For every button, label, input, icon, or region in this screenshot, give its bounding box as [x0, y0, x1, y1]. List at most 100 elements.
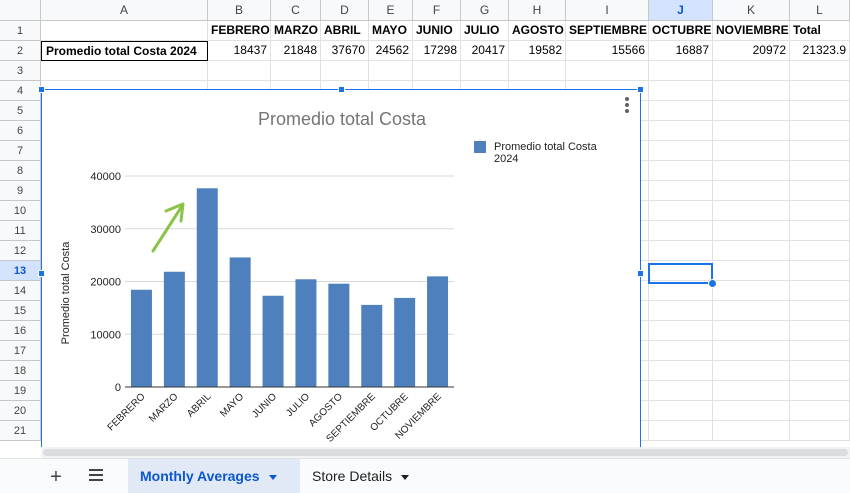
cell[interactable]: OCTUBRE	[649, 21, 713, 41]
row-header[interactable]: 1	[0, 21, 41, 41]
cell[interactable]	[790, 161, 850, 181]
cell[interactable]	[713, 161, 790, 181]
tab-store-details[interactable]: Store Details	[300, 459, 430, 493]
cell[interactable]: JULIO	[461, 21, 509, 41]
cell[interactable]	[649, 401, 713, 421]
resize-handle-left-middle[interactable]	[38, 270, 45, 277]
cell[interactable]	[649, 121, 713, 141]
cell[interactable]: 21848	[271, 41, 321, 61]
cell[interactable]	[713, 361, 790, 381]
column-header[interactable]: K	[713, 0, 790, 21]
cell[interactable]	[713, 281, 790, 301]
cell[interactable]	[713, 421, 790, 441]
row-header[interactable]: 3	[0, 61, 41, 81]
cell[interactable]	[649, 161, 713, 181]
scrollbar-thumb[interactable]	[43, 449, 848, 456]
bar[interactable]	[328, 283, 350, 387]
cell[interactable]	[790, 421, 850, 441]
row-header[interactable]: 12	[0, 241, 41, 261]
bar[interactable]	[427, 276, 449, 387]
cell[interactable]	[790, 221, 850, 241]
cell[interactable]	[649, 221, 713, 241]
row-header[interactable]: 13	[0, 261, 41, 281]
cell[interactable]	[649, 81, 713, 101]
cell[interactable]: ABRIL	[321, 21, 369, 41]
column-header[interactable]: H	[509, 0, 566, 21]
cell[interactable]	[713, 121, 790, 141]
cell[interactable]: 18437	[208, 41, 271, 61]
tab-dropdown-icon[interactable]	[401, 474, 410, 480]
resize-handle-top-right[interactable]	[637, 86, 644, 93]
cell[interactable]	[649, 141, 713, 161]
bar[interactable]	[196, 188, 218, 387]
cell[interactable]	[208, 61, 271, 81]
cell[interactable]	[713, 61, 790, 81]
column-header[interactable]: B	[208, 0, 271, 21]
cell[interactable]: Promedio total Costa 2024	[41, 41, 208, 61]
cell[interactable]	[41, 21, 208, 41]
cell[interactable]	[713, 321, 790, 341]
cell[interactable]: 19582	[509, 41, 566, 61]
cell[interactable]: MAYO	[369, 21, 413, 41]
bar[interactable]	[295, 279, 317, 387]
cell[interactable]	[649, 341, 713, 361]
cell[interactable]	[790, 121, 850, 141]
bar[interactable]	[394, 297, 416, 387]
column-header[interactable]: C	[271, 0, 321, 21]
cell[interactable]	[649, 281, 713, 301]
horizontal-scrollbar[interactable]	[41, 447, 850, 458]
row-header[interactable]: 18	[0, 361, 41, 381]
cell[interactable]	[509, 61, 566, 81]
cell[interactable]	[790, 101, 850, 121]
bar-chart[interactable]: Promedio total Costa Promedio total Cost…	[38, 86, 644, 449]
row-header[interactable]: 5	[0, 101, 41, 121]
resize-handle-top-left[interactable]	[38, 86, 45, 93]
cell[interactable]	[713, 201, 790, 221]
cell[interactable]: 21323.9	[790, 41, 850, 61]
cell[interactable]	[790, 361, 850, 381]
row-header[interactable]: 14	[0, 281, 41, 301]
cell[interactable]	[713, 141, 790, 161]
cell[interactable]: AGOSTO	[509, 21, 566, 41]
chart-more-options-icon[interactable]	[620, 95, 634, 115]
row-header[interactable]: 17	[0, 341, 41, 361]
cell[interactable]: 16887	[649, 41, 713, 61]
column-header[interactable]: F	[413, 0, 461, 21]
bar[interactable]	[130, 289, 152, 387]
cell[interactable]	[413, 61, 461, 81]
cell[interactable]	[790, 241, 850, 261]
cell[interactable]	[649, 301, 713, 321]
cell[interactable]	[790, 281, 850, 301]
cell[interactable]	[649, 361, 713, 381]
add-sheet-button[interactable]: +	[50, 466, 62, 488]
row-header[interactable]: 6	[0, 121, 41, 141]
cell[interactable]	[790, 201, 850, 221]
cell[interactable]	[713, 181, 790, 201]
column-header[interactable]: G	[461, 0, 509, 21]
column-header[interactable]: J	[649, 0, 713, 21]
cell[interactable]	[713, 341, 790, 361]
row-header[interactable]: 4	[0, 81, 41, 101]
cell[interactable]	[271, 61, 321, 81]
cell[interactable]	[713, 261, 790, 281]
all-sheets-menu-icon[interactable]	[89, 469, 103, 481]
cell[interactable]	[369, 61, 413, 81]
cell[interactable]	[790, 301, 850, 321]
cell[interactable]: 15566	[566, 41, 649, 61]
select-all-corner[interactable]	[0, 0, 41, 21]
cell[interactable]: 20417	[461, 41, 509, 61]
cell[interactable]: 37670	[321, 41, 369, 61]
cell[interactable]: FEBRERO	[208, 21, 271, 41]
cell[interactable]: 24562	[369, 41, 413, 61]
cell[interactable]	[790, 61, 850, 81]
column-header[interactable]: E	[369, 0, 413, 21]
row-header[interactable]: 7	[0, 141, 41, 161]
cell[interactable]	[461, 61, 509, 81]
cell[interactable]	[649, 421, 713, 441]
cell[interactable]	[790, 341, 850, 361]
row-header[interactable]: 8	[0, 161, 41, 181]
bar[interactable]	[262, 295, 284, 387]
cell[interactable]	[649, 101, 713, 121]
row-header[interactable]: 10	[0, 201, 41, 221]
cell[interactable]	[713, 301, 790, 321]
